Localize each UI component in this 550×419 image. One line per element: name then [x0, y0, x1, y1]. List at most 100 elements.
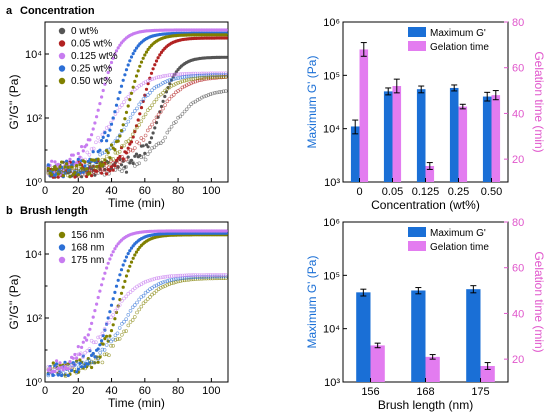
gpp-point: [111, 337, 115, 342]
gpp-point: [165, 79, 170, 83]
legend-label: Gelation time: [430, 242, 489, 253]
gp-point: [129, 55, 134, 59]
gpp-point: [161, 280, 165, 285]
gpp-point: [128, 320, 133, 324]
x-tick-label: 156: [361, 386, 379, 398]
gpp-point: [89, 164, 94, 169]
x-tick-label: 80: [172, 185, 184, 197]
legend-label: Maximum G': [430, 228, 486, 239]
gpp-point: [180, 278, 185, 283]
legend-label: 156 nm: [71, 230, 104, 241]
gp-point: [129, 260, 134, 264]
gpp-point: [115, 306, 120, 310]
gp-point: [156, 56, 160, 60]
gp-point: [75, 356, 79, 360]
gpp-point: [117, 167, 122, 172]
gpp-point: [195, 76, 200, 81]
gpp-point: [165, 73, 170, 78]
gpp-point: [223, 276, 228, 281]
gpp-point: [204, 276, 208, 281]
y2-tick-label: 20: [512, 154, 524, 166]
gpp-point: [94, 340, 98, 345]
gp-point: [98, 343, 102, 347]
gpp-point: [169, 84, 174, 88]
gpp-point: [109, 343, 113, 348]
gp-point: [51, 167, 55, 172]
gp-point: [146, 145, 150, 149]
gpp-point: [115, 331, 120, 336]
gpp-point: [133, 128, 137, 133]
gp-point: [105, 76, 109, 80]
gpp-point: [109, 315, 113, 320]
x-axis-label: Time (min): [108, 196, 165, 210]
series-0-50-wt-: [46, 33, 228, 179]
gpp-point: [206, 71, 211, 76]
gp-point: [114, 49, 119, 53]
gpp-point: [96, 135, 100, 140]
gpp-point: [169, 78, 174, 82]
gp-point: [154, 121, 159, 125]
gp-point: [163, 94, 167, 99]
gp-point: [138, 64, 142, 68]
gpp-point: [122, 296, 126, 301]
gpp-point: [159, 74, 163, 79]
gpp-point: [130, 148, 135, 153]
gp-point: [119, 84, 124, 88]
gp-point: [50, 159, 54, 163]
gp-point: [75, 161, 79, 165]
gp-point: [78, 361, 82, 365]
gpp-point: [217, 73, 221, 77]
gpp-point: [193, 273, 198, 277]
gpp-point: [167, 278, 172, 283]
gpp-point: [178, 80, 183, 85]
gp-point: [109, 253, 114, 257]
gp-point: [106, 70, 110, 75]
legend: 0 wt% 0.05 wt%0.125 wt% 0.25 wt%0.50 wt%: [58, 26, 118, 87]
x-tick-label: 168: [416, 386, 434, 398]
legend-label: 0.25 wt%: [71, 64, 112, 75]
gpp-point: [85, 150, 90, 155]
bar-max-g: [411, 290, 426, 382]
gp-point: [109, 303, 114, 307]
gpp-point: [159, 141, 163, 145]
gp-point: [83, 364, 87, 368]
gpp-point: [70, 364, 74, 369]
gpp-point: [204, 75, 208, 80]
gpp-point: [217, 90, 221, 94]
gpp-point: [150, 277, 154, 282]
gpp-point: [184, 74, 189, 79]
gpp-point: [202, 75, 206, 80]
gpp-point: [217, 71, 221, 76]
gpp-point: [191, 100, 195, 105]
y-tick-label: 10⁴: [323, 124, 340, 136]
gpp-point: [195, 277, 200, 281]
y-tick-label: 10⁴: [323, 324, 340, 336]
gpp-point: [128, 147, 133, 152]
gpp-point: [83, 350, 87, 355]
gp-point: [90, 365, 94, 370]
gp-point: [68, 157, 72, 161]
gp-point: [118, 134, 122, 138]
gpp-point: [98, 167, 102, 172]
gpp-point: [137, 297, 141, 302]
gp-point: [76, 367, 80, 371]
gp-point: [93, 158, 97, 162]
gpp-point: [215, 273, 219, 277]
gpp-point: [146, 93, 150, 97]
gp-point: [118, 154, 122, 159]
gpp-point: [133, 303, 137, 307]
gpp-point: [161, 275, 165, 280]
gpp-point: [202, 71, 206, 76]
gpp-point: [117, 336, 122, 341]
gpp-point: [200, 78, 204, 82]
x-tick-label: 40: [105, 385, 117, 397]
gp-point: [144, 87, 149, 91]
bar-max-g: [482, 96, 492, 182]
gpp-point: [163, 135, 167, 140]
gpp-point: [208, 274, 213, 279]
gpp-point: [130, 112, 135, 116]
gp-point: [103, 131, 107, 135]
gp-point: [105, 334, 109, 338]
gpp-point: [152, 100, 157, 104]
gp-point: [103, 82, 107, 86]
